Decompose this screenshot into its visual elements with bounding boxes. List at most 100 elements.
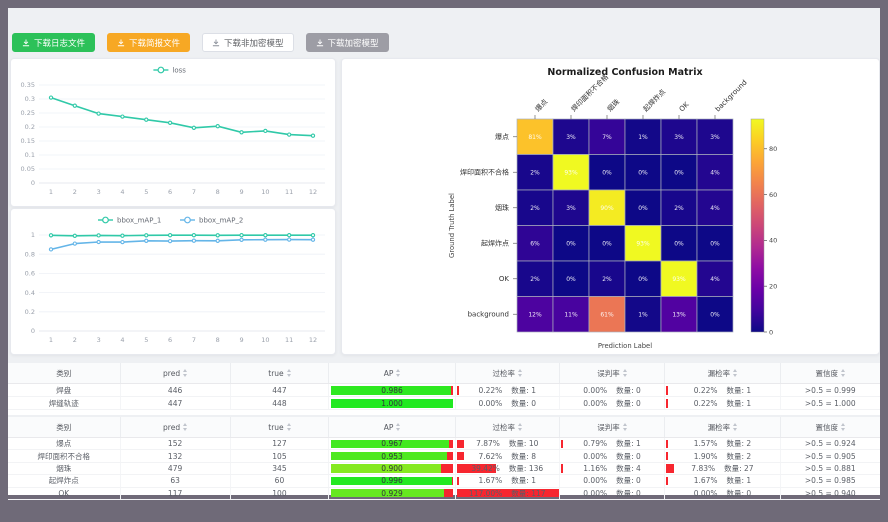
x-tick-label: 2 xyxy=(73,336,77,344)
matrix-cell xyxy=(516,296,554,333)
download-encrypted-model-button[interactable]: 下载加密模型 xyxy=(305,33,389,52)
legend-item-bbox_mAP_1[interactable]: bbox_mAP_1 xyxy=(98,216,161,224)
rate-text: 7.83% 数量: 27 xyxy=(691,463,753,474)
ap-value: 0.953 xyxy=(381,451,403,461)
column-header-miss-rate[interactable]: 漏检率 xyxy=(665,417,781,437)
sort-icon[interactable] xyxy=(286,423,291,431)
column-header-true[interactable]: true xyxy=(231,363,330,383)
column-header-pred[interactable]: pred xyxy=(121,363,231,383)
download-log-button[interactable]: 下载日志文件 xyxy=(12,33,96,52)
rate-value: 0.22% xyxy=(693,398,718,408)
sort-icon[interactable] xyxy=(396,423,401,431)
legend-item-bbox_mAP_2[interactable]: bbox_mAP_2 xyxy=(180,216,243,224)
y-tick-label: 0.8 xyxy=(25,250,35,258)
pred-count-cell: 447 xyxy=(121,397,231,409)
column-header-over-rate[interactable]: 过检率 xyxy=(456,363,560,383)
colorbar-tick-label: 0 xyxy=(769,328,773,336)
column-header-miss-rate[interactable]: 漏检率 xyxy=(665,363,781,383)
matrix-cell-value: 13% xyxy=(672,311,686,318)
miss-detection-cell: 1.57% 数量: 2 xyxy=(665,438,781,450)
ap-bar-fill xyxy=(331,398,453,408)
y-tick-label: 0.05 xyxy=(21,165,35,173)
download-report-button[interactable]: 下载简报文件 xyxy=(107,33,191,52)
matrix-cell-value: 2% xyxy=(602,276,612,283)
caret-up-icon xyxy=(622,369,627,373)
rate-text: 0.00% 数量: 0 xyxy=(583,451,641,462)
rate-text: 0.00% 数量: 0 xyxy=(583,475,641,486)
sort-icon[interactable] xyxy=(286,369,291,377)
x-tick-label: 11 xyxy=(285,188,293,196)
count-value: 数量: 1 xyxy=(511,385,536,395)
column-header-ap[interactable]: AP xyxy=(329,363,456,383)
confidence-cell: >0.5 = 0.985 xyxy=(804,476,856,486)
y-tick-label: 0 xyxy=(31,327,35,335)
data-point xyxy=(96,233,101,238)
data-point xyxy=(48,95,54,100)
matrix-cell xyxy=(696,154,734,191)
matrix-cell-value: 3% xyxy=(710,134,720,141)
sort-icon[interactable] xyxy=(733,369,738,377)
header-label: 置信度 xyxy=(815,368,839,378)
rate-value: 117.00% xyxy=(468,488,503,498)
sort-icon[interactable] xyxy=(183,369,188,377)
x-tick-label: 8 xyxy=(216,336,220,344)
pred-count-cell: 63 xyxy=(121,475,231,487)
table-header-row: 类别 pred true AP 过检率 误判率 漏检率 置信度 xyxy=(8,363,880,384)
column-header-pred[interactable]: pred xyxy=(121,417,231,437)
column-header-ap[interactable]: AP xyxy=(329,417,456,437)
dashboard-content: 下载日志文件 下载简报文件 下载非加密模型 下载加密模型 0 0.05 0.1 0.1… xyxy=(8,8,880,500)
column-header-confidence[interactable]: 置信度 xyxy=(781,363,880,383)
download-icon xyxy=(117,38,125,46)
y-tick-label: 0.15 xyxy=(21,137,35,145)
download-unencrypted-model-button[interactable]: 下载非加密模型 xyxy=(202,33,294,52)
rate-bar xyxy=(666,476,669,486)
column-header-false-rate[interactable]: 误判率 xyxy=(560,363,666,383)
sort-icon[interactable] xyxy=(622,423,627,431)
caret-up-icon xyxy=(733,369,738,373)
y-tick-label: 0.1 xyxy=(25,151,35,159)
sort-icon[interactable] xyxy=(841,369,846,377)
matrix-cell-value: 0% xyxy=(602,240,612,247)
button-label: 下载日志文件 xyxy=(34,37,86,48)
rate-text: 1.67% 数量: 1 xyxy=(478,475,536,486)
matrix-cell xyxy=(696,260,734,297)
matrix-cell xyxy=(696,118,734,155)
button-label: 下载非加密模型 xyxy=(224,37,284,48)
legend-item-loss[interactable]: loss xyxy=(153,66,186,74)
sort-icon[interactable] xyxy=(517,423,522,431)
y-tick-label: 0.2 xyxy=(25,123,35,131)
sort-icon[interactable] xyxy=(841,423,846,431)
data-point xyxy=(167,238,173,244)
rate-bar xyxy=(456,439,464,448)
column-header-confidence[interactable]: 置信度 xyxy=(781,417,880,437)
matrix-cell-value: 1% xyxy=(638,311,648,318)
sort-icon[interactable] xyxy=(622,369,627,377)
data-point xyxy=(215,233,220,238)
column-header-false-rate[interactable]: 误判率 xyxy=(560,417,666,437)
ap-bar-fill xyxy=(331,451,448,461)
header-label: AP xyxy=(383,422,394,432)
column-header-true[interactable]: true xyxy=(231,417,330,437)
download-icon xyxy=(316,38,323,46)
sort-icon[interactable] xyxy=(396,369,401,377)
sort-icon[interactable] xyxy=(733,423,738,431)
column-header-over-rate[interactable]: 过检率 xyxy=(456,417,560,437)
false-judge-cell: 0.00% 数量: 0 xyxy=(560,475,666,487)
sort-icon[interactable] xyxy=(183,423,188,431)
matrix-cell xyxy=(660,296,698,333)
header-label: pred xyxy=(163,368,181,378)
matrix-row-label: 爆点 xyxy=(495,132,509,141)
ap-bar-fill xyxy=(331,464,441,473)
matrix-cell xyxy=(552,154,590,191)
rate-bar xyxy=(560,464,563,473)
ap-cell: 1.000 xyxy=(329,397,456,409)
y-tick-label: 0.2 xyxy=(25,308,35,316)
sort-icon[interactable] xyxy=(517,369,522,377)
data-point xyxy=(48,247,54,252)
true-count-cell: 60 xyxy=(231,475,330,487)
rate-value: 1.90% xyxy=(693,451,718,461)
data-point xyxy=(191,233,197,238)
caret-up-icon xyxy=(396,423,401,427)
ap-value: 0.929 xyxy=(381,488,403,498)
caret-up-icon xyxy=(396,369,401,373)
